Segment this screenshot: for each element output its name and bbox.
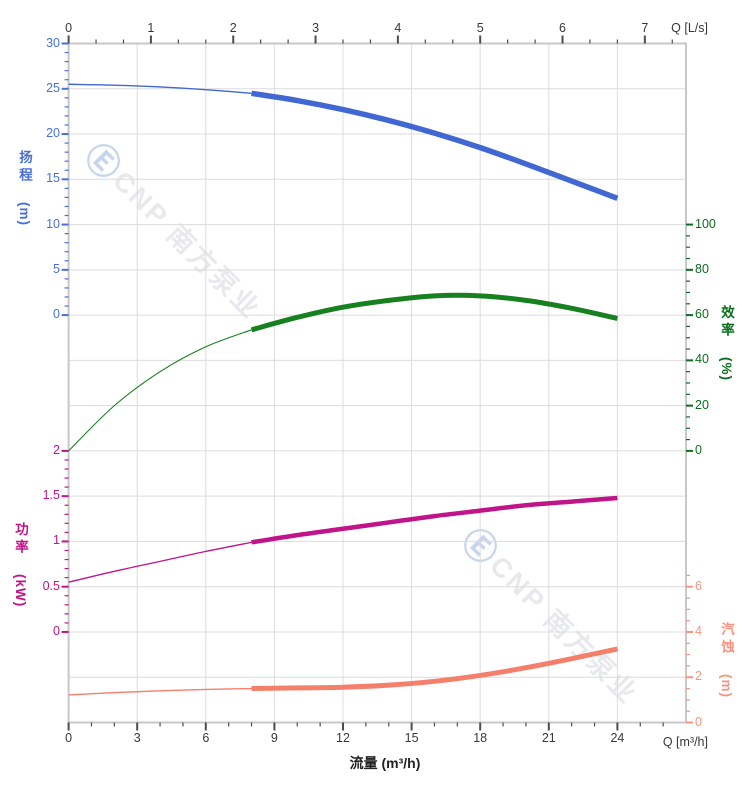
npsh-curve: [68, 646, 618, 696]
npsh-curve-bold: [251, 646, 618, 692]
efficiency-curve-bold: [250, 292, 618, 333]
npsh-axis-ticks: [686, 574, 693, 724]
head-curve: [68, 83, 619, 201]
head-curve-bold: [251, 90, 619, 201]
grid-lines: [68, 43, 686, 723]
power-curve-thin: [68, 541, 252, 583]
top-axis-ticks: [67, 35, 673, 44]
power-curve: [68, 495, 618, 583]
head-curve-thin: [68, 83, 252, 94]
efficiency-curve: [68, 292, 618, 452]
efficiency-curve-thin: [68, 329, 252, 452]
plot-frame: [67, 42, 688, 724]
power-axis-ticks: [61, 449, 69, 633]
head-axis-ticks: [61, 42, 69, 317]
efficiency-axis-ticks: [686, 223, 693, 452]
npsh-curve-thin: [68, 687, 252, 696]
bottom-axis-ticks: [67, 722, 664, 731]
power-curve-bold: [251, 495, 618, 545]
